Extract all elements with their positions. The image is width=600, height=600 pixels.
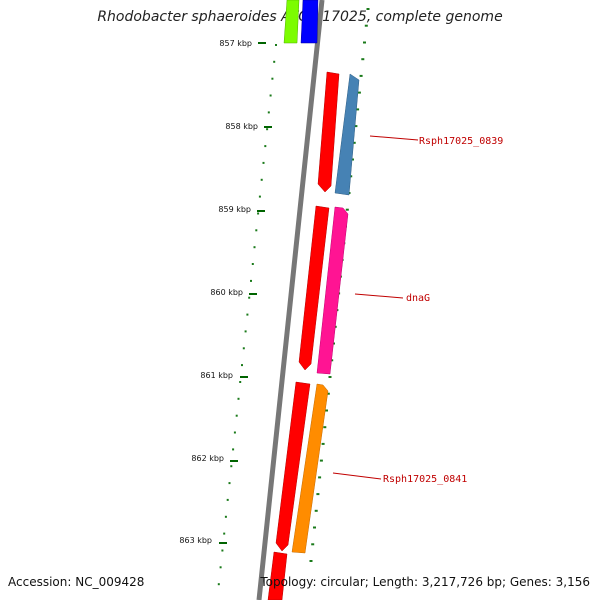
guide-dot bbox=[246, 313, 249, 316]
tick-label: 862 kbp bbox=[191, 454, 224, 463]
guide-dot bbox=[275, 44, 277, 46]
guide-dot bbox=[255, 229, 258, 232]
guide-dot bbox=[361, 58, 365, 61]
guide-dot bbox=[352, 141, 356, 144]
tick-label: 857 kbp bbox=[219, 39, 252, 48]
guide-dot bbox=[318, 476, 322, 479]
guide-dot bbox=[326, 392, 330, 395]
guide-dot bbox=[230, 465, 233, 468]
topology-summary: Topology: circular; Length: 3,217,726 bp… bbox=[260, 575, 590, 589]
guide-dot bbox=[262, 161, 265, 164]
scale-tick: 860 kbp bbox=[210, 288, 257, 297]
reverse-strand-track bbox=[283, 0, 360, 554]
guide-dot bbox=[224, 515, 227, 518]
gene-arrow[interactable] bbox=[334, 73, 360, 196]
scale-tick: 862 kbp bbox=[191, 454, 238, 463]
gene-label[interactable]: Rsph17025_0839 bbox=[419, 136, 503, 147]
guide-dot bbox=[269, 94, 272, 97]
gene-arrow[interactable] bbox=[300, 0, 319, 44]
guide-dot bbox=[314, 509, 318, 512]
scale-tick: 861 kbp bbox=[200, 371, 248, 380]
guide-dot bbox=[233, 431, 236, 434]
guide-dot bbox=[226, 498, 229, 501]
gene-arrow[interactable] bbox=[275, 381, 311, 552]
guide-dot bbox=[345, 208, 349, 211]
scale-tick: 858 kbp bbox=[225, 122, 272, 131]
guide-dot bbox=[266, 128, 269, 131]
guide-dot bbox=[232, 448, 235, 451]
guide-dot bbox=[351, 158, 354, 161]
guide-dot bbox=[242, 347, 245, 350]
scale-tick: 863 kbp bbox=[179, 536, 227, 545]
genome-backbone bbox=[256, 0, 325, 600]
guide-dot bbox=[356, 108, 360, 111]
gene-label[interactable]: Rsph17025_0841 bbox=[383, 474, 467, 485]
forward-strand-track bbox=[267, 71, 340, 600]
guide-dot bbox=[273, 60, 276, 63]
guide-dot bbox=[237, 397, 240, 400]
guide-dot bbox=[366, 8, 370, 10]
scale-tick: 859 kbp bbox=[218, 205, 265, 214]
guide-dot bbox=[319, 459, 323, 462]
guide-dot bbox=[248, 296, 251, 299]
gene-arrow[interactable] bbox=[283, 0, 300, 44]
guide-dot bbox=[364, 24, 368, 27]
guide-dot bbox=[251, 263, 254, 265]
scale-ticks: 857 kbp 858 kbp 859 kbp 860 kbp 861 kbp … bbox=[179, 39, 272, 545]
inner-dotted-guide bbox=[217, 44, 277, 586]
gene-label-group: Rsph17025_0839 bbox=[369, 135, 503, 147]
guide-dot bbox=[309, 560, 313, 562]
guide-dot bbox=[219, 566, 222, 569]
guide-dot bbox=[323, 426, 327, 429]
tick-label: 859 kbp bbox=[218, 205, 251, 214]
gene-label-group: Rsph17025_0841 bbox=[332, 472, 467, 485]
scale-tick: 857 kbp bbox=[219, 39, 266, 48]
guide-dot bbox=[321, 442, 325, 445]
gene-label-group: dnaG bbox=[354, 293, 430, 304]
gene-label[interactable]: dnaG bbox=[406, 293, 430, 304]
guide-dot bbox=[313, 526, 316, 529]
genome-title: Rhodobacter sphaeroides ATCC 17025, comp… bbox=[97, 9, 503, 25]
guide-dot bbox=[250, 279, 252, 282]
guide-dot bbox=[244, 330, 247, 333]
guide-dot bbox=[223, 532, 226, 535]
tick-label: 863 kbp bbox=[179, 536, 212, 545]
guide-dot bbox=[235, 414, 238, 417]
guide-dot bbox=[239, 381, 242, 383]
tick-label: 858 kbp bbox=[225, 122, 258, 131]
gene-arrow[interactable] bbox=[267, 551, 288, 600]
guide-dot bbox=[354, 125, 358, 128]
guide-dot bbox=[257, 212, 260, 215]
guide-dot bbox=[221, 549, 224, 552]
guide-dot bbox=[217, 583, 220, 586]
guide-dot bbox=[228, 482, 231, 485]
guide-dot bbox=[363, 41, 366, 44]
gene-arrow[interactable] bbox=[298, 205, 330, 371]
accession-label: Accession: NC_009428 bbox=[8, 575, 145, 589]
guide-dot bbox=[325, 409, 328, 412]
guide-dot bbox=[258, 195, 261, 198]
guide-dot bbox=[357, 91, 361, 94]
tick-label: 860 kbp bbox=[210, 288, 243, 297]
guide-dot bbox=[311, 543, 315, 546]
guide-dot bbox=[253, 246, 256, 249]
gene-arrow[interactable] bbox=[317, 71, 340, 193]
guide-dot bbox=[316, 493, 320, 496]
guide-dot bbox=[328, 376, 332, 378]
guide-dot bbox=[241, 364, 243, 367]
guide-dot bbox=[264, 145, 267, 148]
guide-dot bbox=[260, 178, 263, 181]
tick-label: 861 kbp bbox=[200, 371, 233, 380]
gene-arrow[interactable] bbox=[316, 206, 349, 375]
gene-arrow[interactable] bbox=[291, 383, 329, 554]
guide-dot bbox=[267, 111, 270, 114]
guide-dot bbox=[271, 77, 274, 80]
guide-dot bbox=[359, 74, 363, 77]
